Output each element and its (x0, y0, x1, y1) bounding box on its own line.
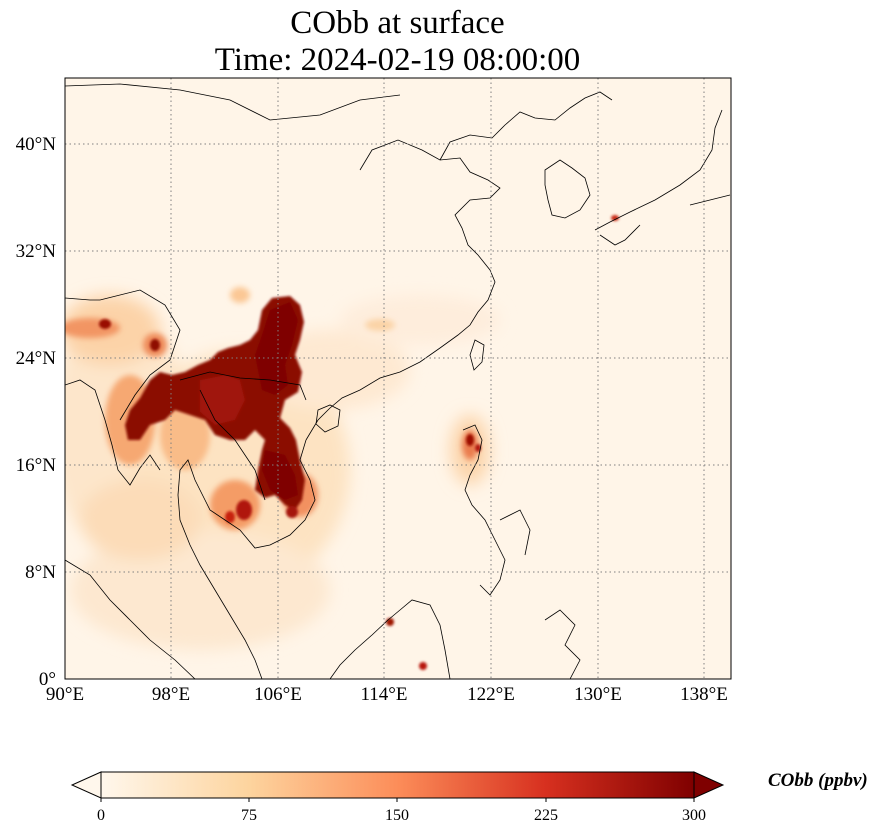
colorbar: 0 75 150 225 300 (70, 771, 725, 824)
map-frame (64, 77, 732, 680)
map-plot-area (65, 78, 731, 679)
y-tick-label: 32°N (16, 241, 57, 262)
colorbar-tick-label: 150 (385, 807, 409, 824)
coast-sumatra (65, 559, 196, 679)
y-tick-label: 0° (39, 669, 56, 690)
colorbar-tick-label: 300 (682, 807, 706, 824)
x-axis-labels: 90°E 98°E 106°E 114°E 122°E 130°E 138°E (46, 684, 728, 705)
cobb-field-high (99, 215, 619, 670)
colorbar-tick-label: 75 (241, 807, 257, 824)
coast-japan (594, 109, 731, 246)
y-axis-labels: 0° 8°N 16°N 24°N 32°N 40°N (16, 134, 57, 690)
x-tick-label: 98°E (152, 684, 190, 705)
coast-sulawesi (544, 609, 581, 679)
y-tick-label: 16°N (16, 455, 57, 476)
coast-borneo (329, 599, 451, 679)
y-tick-label: 40°N (16, 134, 57, 155)
colorbar-gradient (100, 771, 695, 799)
colorbar-min-extend (70, 771, 102, 799)
colorbar-tick-label: 225 (534, 807, 558, 824)
x-tick-label: 138°E (680, 684, 728, 705)
coast-bohai (439, 91, 613, 161)
coast-taiwan (469, 339, 485, 371)
colorbar-max-extend (693, 771, 725, 799)
x-tick-label: 114°E (361, 684, 408, 705)
x-tick-label: 90°E (46, 684, 84, 705)
gridlines (65, 78, 731, 679)
coast-indochina (177, 439, 316, 679)
x-tick-label: 106°E (254, 684, 302, 705)
coastlines (65, 83, 731, 679)
coast-bay-of-bengal (65, 379, 161, 486)
colorbar-title: CObb (ppbv) (768, 770, 868, 791)
coast-hainan (315, 404, 341, 433)
coast-mainland-china (305, 139, 501, 441)
border-myanmar (99, 289, 181, 421)
map-title: CObb at surface (290, 5, 505, 41)
border-tibet (65, 297, 100, 301)
coast-korea (544, 159, 591, 219)
coast-philippines (462, 424, 531, 596)
map-time-subtitle: Time: 2024-02-19 08:00:00 (214, 42, 581, 78)
x-tick-label: 122°E (467, 684, 515, 705)
border-laos (199, 389, 266, 501)
x-tick-label: 130°E (574, 684, 622, 705)
y-tick-label: 8°N (25, 562, 56, 583)
colorbar-tick-label: 0 (97, 807, 105, 824)
border-china-south (179, 371, 307, 401)
border-mongolia (65, 83, 401, 121)
y-tick-label: 24°N (16, 348, 57, 369)
